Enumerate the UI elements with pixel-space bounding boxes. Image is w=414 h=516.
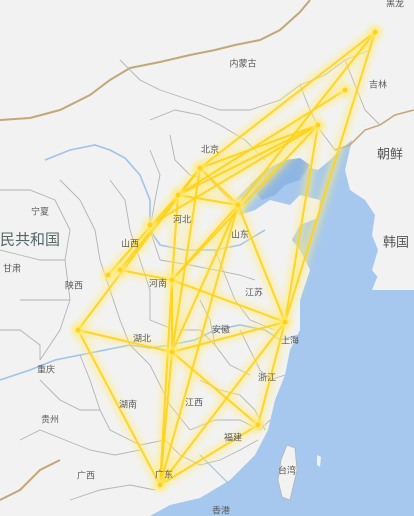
flow-line [159,424,259,486]
flow-line [171,351,259,426]
label-shanxi: 山西 [120,239,140,250]
label-hanguo: 韩国 [382,235,410,251]
island-small [317,455,321,467]
label-hubei: 湖北 [132,334,152,345]
label-neimenggu: 内蒙古 [229,59,257,70]
label-xianggang: 香港 [211,506,231,516]
flow-node [105,272,111,278]
flow-line [199,124,319,169]
flow-line [119,167,201,271]
flow-line [257,321,286,426]
flow-line [159,279,173,486]
label-jiangsu: 江苏 [244,288,264,299]
flow-node [255,422,261,428]
label-jiangxi: 江西 [184,398,204,409]
flow-node [235,202,241,208]
label-fujian: 福建 [223,433,243,444]
label-zhejiang: 浙江 [257,373,277,384]
flow-node [157,482,163,488]
label-henan: 河南 [148,279,168,290]
flow-node [197,165,203,171]
flow-node [75,327,81,333]
flow-line [171,194,179,281]
label-hunan: 湖南 [118,400,138,411]
flow-node [342,87,348,93]
flow-node [117,267,123,273]
flow-line [171,124,319,281]
label-shaanxi: 陕西 [64,281,84,292]
flow-line [171,204,239,353]
flow-line [159,321,286,486]
label-shandong: 山东 [230,230,250,241]
bohai-sea [250,158,310,200]
label-heilongjiang: 黑龙 [385,0,405,10]
flow-line [177,194,239,206]
label-gansu: 甘肃 [2,264,22,275]
flow-line [199,31,376,169]
flow-line [237,204,286,323]
flow-line [177,89,346,196]
flow-line [171,279,286,323]
flow-line [107,194,179,276]
flow-line [77,329,173,353]
label-shanghai: 上海 [280,336,300,347]
label-country: 民共和国 [0,230,61,249]
label-chaoxian: 朝鲜 [376,147,404,163]
flow-line [284,124,319,323]
flow-node [169,277,175,283]
label-beijing: 北京 [200,145,220,156]
flow-node [169,349,175,355]
label-taiwan: 台湾 [277,466,297,477]
flow-line [77,329,161,486]
flow-line [171,321,286,353]
label-anhui: 安徽 [211,325,231,336]
korea-peninsula [345,115,414,290]
sea-area [150,0,414,516]
flow-line [284,31,376,323]
label-guangdong: 广东 [154,470,174,481]
flow-node [372,29,378,35]
national-border [0,0,311,501]
flow-line [177,124,319,196]
flow-lines [77,31,376,486]
label-hebei: 河北 [172,215,192,226]
flow-line [159,351,173,486]
flow-node [175,192,181,198]
flow-node [147,222,153,228]
taiwan-island [277,444,298,501]
flow-line [199,167,239,206]
flow-nodes [71,25,382,492]
flow-node [282,319,288,325]
flow-line [237,31,376,206]
flow-line [171,167,201,353]
label-jilin: 吉林 [368,80,388,91]
flow-line [171,204,239,281]
flow-node [315,122,321,128]
label-guangxi: 广西 [76,471,96,482]
label-guizhou: 贵州 [40,415,60,426]
flow-line [119,269,173,281]
label-chongqing: 重庆 [36,365,56,376]
label-ningxia: 宁夏 [30,207,50,218]
korea-border [334,109,414,151]
